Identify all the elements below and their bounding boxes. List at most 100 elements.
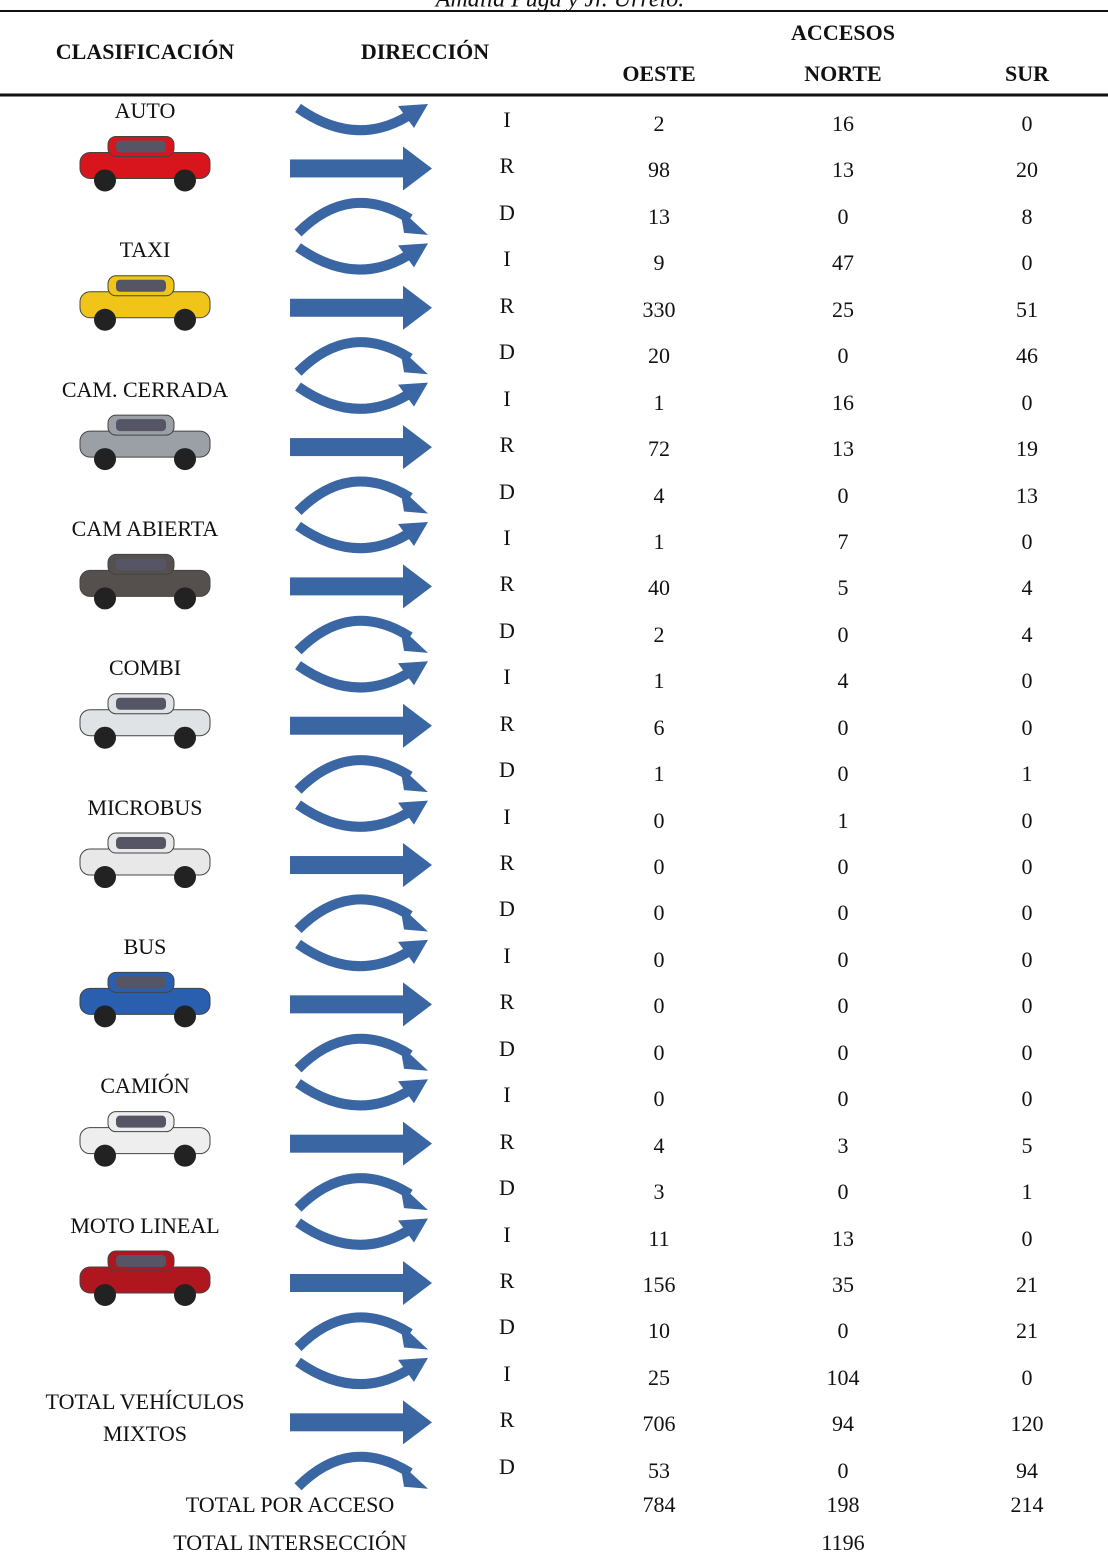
direction-letter: I xyxy=(503,107,511,132)
direction-letter: D xyxy=(499,339,515,365)
cell-value: 1 xyxy=(1021,1179,1033,1205)
direction-letter: D xyxy=(499,199,515,225)
arrow-head xyxy=(398,243,428,268)
cell-value: 0 xyxy=(837,1457,849,1483)
arrow-head xyxy=(403,285,432,330)
cell-value: 0 xyxy=(1021,1225,1033,1251)
direction-letter: I xyxy=(503,524,511,550)
cell-value: 21 xyxy=(1016,1272,1038,1297)
cell-value: 0 xyxy=(837,854,849,880)
class-label: BUS xyxy=(123,933,167,959)
cell-value: 120 xyxy=(1010,1411,1044,1437)
arrow-straight xyxy=(290,856,405,875)
vehicle-window xyxy=(116,837,166,850)
cell-value: 0 xyxy=(1021,900,1033,926)
arrow-head xyxy=(398,382,428,407)
cell-value: 20 xyxy=(1016,157,1038,183)
arrow-straight xyxy=(290,298,405,317)
arrow-head xyxy=(403,1261,432,1305)
direction-letter: I xyxy=(503,1360,511,1386)
class-label: CAM. CERRADA xyxy=(61,376,229,402)
caption: Amalia Puga y Jr. Urrelo. xyxy=(436,0,684,14)
class-label: COMBI xyxy=(108,655,182,681)
cell-value: 5 xyxy=(1021,1132,1033,1158)
cell-value: 706 xyxy=(642,1411,676,1437)
direction-letter: D xyxy=(499,478,515,504)
cell-value: 156 xyxy=(642,1272,676,1297)
vehicle-window xyxy=(116,419,166,432)
cell-value: 0 xyxy=(837,621,849,647)
cell-value: 1 xyxy=(653,528,665,554)
total-access-value: 198 xyxy=(826,1492,860,1517)
cell-value: 0 xyxy=(1021,389,1033,415)
direction-letter: R xyxy=(499,1268,515,1293)
vehicle-wheel xyxy=(174,308,196,331)
cell-value: 0 xyxy=(837,900,849,926)
cell-value: 0 xyxy=(837,993,849,1019)
cell-value: 4 xyxy=(1021,575,1033,601)
direction-letter: R xyxy=(499,292,515,318)
cell-value: 0 xyxy=(653,807,665,833)
vehicle-window xyxy=(116,697,166,710)
cell-value: 3 xyxy=(837,1132,849,1158)
cell-value: 330 xyxy=(642,296,676,322)
cell-value: 1 xyxy=(653,761,665,787)
total-access-value: 784 xyxy=(642,1492,676,1517)
class-label: MOTO LINEAL xyxy=(70,1212,220,1238)
arrow-right-turn xyxy=(294,615,413,655)
direction-letter: R xyxy=(499,850,515,876)
cell-value: 4 xyxy=(653,482,665,508)
header-direction: DIRECCIÓN xyxy=(360,39,490,64)
arrow-head xyxy=(398,661,428,686)
header-column: OESTE xyxy=(622,61,696,86)
cell-value: 7 xyxy=(837,528,849,554)
cell-value: 5 xyxy=(837,575,849,601)
arrow-straight xyxy=(290,1274,405,1292)
arrow-head xyxy=(398,1079,428,1104)
direction-letter: I xyxy=(503,246,511,272)
cell-value: 25 xyxy=(648,1364,670,1390)
vehicle-wheel xyxy=(174,587,196,610)
cell-value: 53 xyxy=(648,1457,670,1483)
cell-value: 0 xyxy=(1021,111,1033,136)
cell-value: 13 xyxy=(1016,482,1038,508)
cell-value: 0 xyxy=(837,714,849,740)
cell-value: 0 xyxy=(1021,1039,1033,1065)
cell-value: 1 xyxy=(1021,761,1033,787)
direction-letter: D xyxy=(499,1314,515,1340)
total-access-label: TOTAL POR ACCESO xyxy=(185,1492,395,1517)
arrow-right-turn xyxy=(294,197,413,237)
cell-value: 2 xyxy=(653,621,665,647)
cell-value: 94 xyxy=(1016,1457,1038,1483)
arrow-head xyxy=(398,1218,428,1243)
arrow-right-turn xyxy=(294,1451,413,1491)
cell-value: 4 xyxy=(837,668,849,694)
cell-value: 3 xyxy=(653,1179,665,1205)
vehicle-wheel xyxy=(94,1005,116,1028)
cell-value: 0 xyxy=(837,1318,849,1344)
cell-value: 104 xyxy=(826,1364,860,1390)
vehicle-window xyxy=(116,1115,166,1128)
vehicle-wheel xyxy=(174,169,196,192)
arrow-head xyxy=(403,564,432,609)
arrow-head xyxy=(403,425,432,470)
cell-value: 1 xyxy=(837,807,849,833)
arrow-left-turn xyxy=(295,1079,411,1111)
class-label: TAXI xyxy=(119,237,171,263)
direction-letter: R xyxy=(499,1407,515,1433)
vehicle-wheel xyxy=(94,587,116,610)
vehicle-window xyxy=(116,279,166,292)
cell-value: 16 xyxy=(832,111,854,136)
arrow-right-turn xyxy=(294,476,413,516)
cell-value: 0 xyxy=(1021,668,1033,694)
cell-value: 46 xyxy=(1016,343,1038,369)
vehicle-wheel xyxy=(94,308,116,331)
cell-value: 13 xyxy=(832,436,854,462)
direction-letter: I xyxy=(503,1082,511,1108)
cell-value: 0 xyxy=(1021,714,1033,740)
cell-value: 0 xyxy=(653,1039,665,1065)
cell-value: 0 xyxy=(1021,528,1033,554)
total-access-value: 214 xyxy=(1010,1492,1044,1517)
